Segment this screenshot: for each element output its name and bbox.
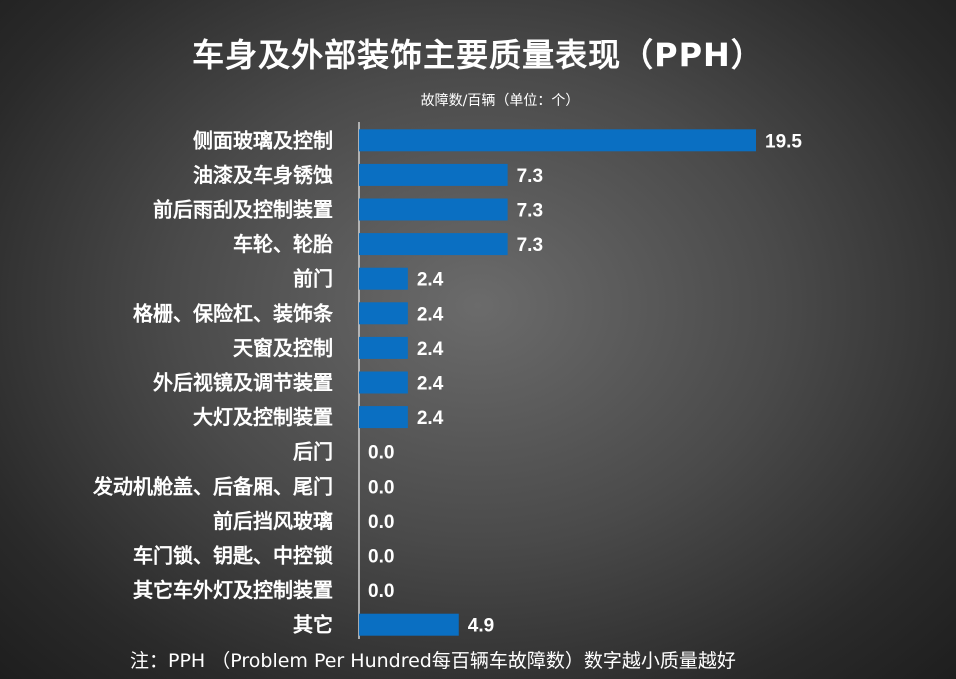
value-label: 7.3 bbox=[517, 235, 543, 256]
bar bbox=[359, 267, 408, 290]
footnote: 注：PPH （Problem Per Hundred每百辆车故障数）数字越小质量… bbox=[130, 650, 736, 672]
category-label: 大灯及控制装置 bbox=[193, 405, 333, 429]
category-label: 车轮、轮胎 bbox=[233, 232, 333, 256]
category-label: 外后视镜及调节装置 bbox=[153, 371, 333, 395]
chart-title: 车身及外部装饰主要质量表现（PPH） bbox=[192, 36, 764, 74]
value-label: 0.0 bbox=[368, 477, 394, 498]
value-label: 0.0 bbox=[368, 547, 394, 568]
bar bbox=[359, 129, 756, 152]
value-label: 0.0 bbox=[368, 581, 394, 602]
category-label: 发动机舱盖、后备厢、尾门 bbox=[92, 474, 333, 498]
bar bbox=[359, 406, 408, 429]
category-label: 格栅、保险杠、装饰条 bbox=[133, 301, 334, 325]
category-label: 车门锁、钥匙、中控锁 bbox=[133, 544, 333, 568]
bar bbox=[359, 163, 508, 186]
unit-label: 故障数/百辆（单位：个） bbox=[420, 93, 580, 109]
value-label: 19.5 bbox=[765, 131, 802, 152]
bar bbox=[359, 371, 408, 394]
value-label: 4.9 bbox=[468, 616, 494, 637]
value-label: 2.4 bbox=[417, 408, 444, 429]
category-label: 天窗及控制 bbox=[233, 336, 333, 360]
category-label: 后门 bbox=[293, 440, 333, 464]
value-label: 7.3 bbox=[517, 166, 543, 187]
category-label: 侧面玻璃及控制 bbox=[193, 128, 333, 152]
bar bbox=[359, 198, 508, 221]
bar bbox=[359, 336, 408, 359]
category-label: 其它 bbox=[293, 613, 333, 637]
value-label: 2.4 bbox=[417, 339, 444, 360]
category-label: 前后挡风玻璃 bbox=[213, 509, 333, 533]
category-label: 油漆及车身锈蚀 bbox=[193, 163, 333, 187]
bar bbox=[359, 302, 408, 325]
value-label: 0.0 bbox=[368, 443, 394, 464]
category-label: 前门 bbox=[293, 267, 333, 291]
value-label: 2.4 bbox=[417, 270, 444, 291]
bar bbox=[359, 233, 508, 256]
category-label: 其它车外灯及控制装置 bbox=[133, 578, 333, 602]
value-label: 2.4 bbox=[417, 304, 444, 325]
bar bbox=[359, 613, 459, 636]
value-label: 2.4 bbox=[417, 374, 444, 395]
value-label: 0.0 bbox=[368, 512, 394, 533]
category-label: 前后雨刮及控制装置 bbox=[153, 198, 333, 222]
value-label: 7.3 bbox=[517, 201, 543, 222]
